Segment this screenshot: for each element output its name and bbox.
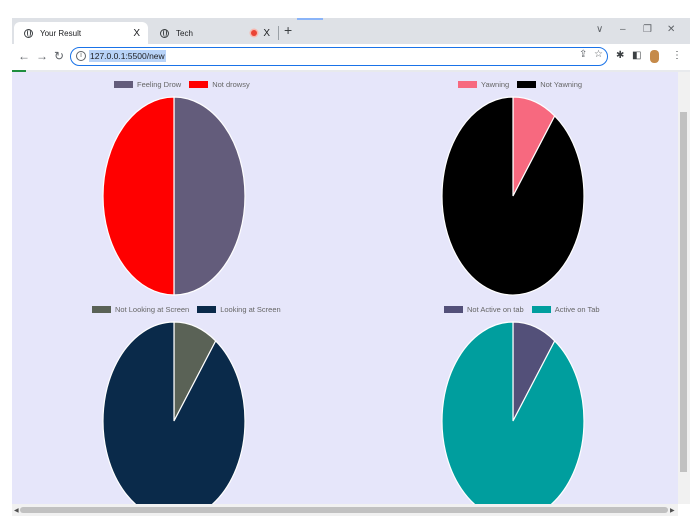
recording-dot-icon	[251, 30, 258, 36]
tab-search-chevron-icon[interactable]: ∨	[596, 24, 604, 35]
legend-item-active[interactable]: Active on Tab	[531, 305, 600, 314]
tab-strip: Your Result X Tech X + ∨ – ❐ ✕	[12, 18, 690, 44]
legend-label: Not Active on tab	[467, 305, 524, 314]
pie-chart-drowsiness	[102, 96, 246, 296]
tab-your-result[interactable]: Your Result X	[14, 22, 148, 44]
legend-looking: Not Looking at Screen Looking at Screen	[92, 305, 289, 314]
legend-label: Not Yawning	[540, 80, 583, 89]
scroll-right-icon[interactable]: ▶	[670, 508, 675, 514]
legend-drowsiness: Feeling Drow Not drowsy	[114, 80, 258, 89]
pie-slice[interactable]	[173, 96, 246, 296]
tab-title: Your Result	[40, 28, 82, 38]
tab-title: Tech	[176, 28, 193, 38]
legend-swatch	[189, 81, 209, 88]
reload-icon[interactable]: ↻	[54, 49, 65, 63]
legend-yawning: Yawning Not Yawning	[458, 80, 590, 89]
pie-chart-active-tab	[441, 321, 585, 504]
loading-bar	[12, 70, 690, 72]
tab-tech[interactable]: Tech X	[152, 22, 278, 44]
legend-item-yawning[interactable]: Yawning	[458, 80, 509, 89]
tab-drag-indicator	[297, 18, 323, 20]
close-tab-button[interactable]: X	[133, 27, 140, 39]
legend-swatch	[444, 306, 463, 313]
site-info-icon[interactable]: i	[76, 51, 86, 61]
legend-label: Not Looking at Screen	[115, 305, 190, 314]
scroll-thumb[interactable]	[680, 112, 687, 472]
minimize-icon[interactable]: –	[620, 24, 626, 35]
legend-label: Not drowsy	[212, 80, 250, 89]
extensions-puzzle-icon[interactable]: ✱	[616, 50, 625, 61]
legend-item-not-active[interactable]: Not Active on tab	[444, 305, 524, 314]
profile-avatar[interactable]	[650, 50, 659, 63]
pie-chart-looking	[102, 321, 246, 504]
url-text[interactable]: 127.0.0.1:5500/new	[89, 50, 166, 62]
back-icon[interactable]: ←	[18, 49, 30, 63]
close-tab-button[interactable]: X	[263, 27, 270, 39]
close-window-icon[interactable]: ✕	[667, 24, 676, 35]
legend-label: Looking at Screen	[220, 305, 281, 314]
forward-icon[interactable]: →	[36, 49, 48, 63]
restore-icon[interactable]: ❐	[643, 24, 652, 35]
horizontal-scrollbar[interactable]: ◀ ▶	[12, 504, 678, 516]
new-tab-button[interactable]: +	[284, 22, 293, 38]
pie-slice[interactable]	[102, 321, 246, 504]
legend-label: Yawning	[481, 80, 510, 89]
pie-slice[interactable]	[441, 96, 585, 296]
legend-swatch	[92, 306, 111, 313]
globe-icon	[160, 28, 169, 38]
legend-swatch	[531, 306, 551, 313]
legend-swatch	[517, 81, 537, 88]
legend-label: Feeling Drow	[137, 80, 182, 89]
browser-toolbar: ← → ↻ i 127.0.0.1:5500/new ⇪ ☆ ✱ ◧ ⋮	[12, 44, 690, 70]
address-bar[interactable]: i 127.0.0.1:5500/new ⇪ ☆	[70, 47, 608, 66]
tab-separator	[278, 26, 279, 40]
legend-active-tab: Not Active on tab Active on Tab	[444, 305, 608, 314]
scroll-left-icon[interactable]: ◀	[14, 508, 19, 514]
legend-swatch	[114, 81, 133, 88]
legend-label: Active on Tab	[554, 305, 600, 314]
pie-slice[interactable]	[102, 96, 175, 296]
menu-kebab-icon[interactable]: ⋮	[672, 50, 682, 61]
legend-item-looking[interactable]: Looking at Screen	[197, 305, 281, 314]
scroll-thumb[interactable]	[20, 507, 668, 513]
page-viewport: Feeling Drow Not drowsy Yawning Not Yawn…	[12, 72, 678, 504]
legend-item-not-drowsy[interactable]: Not drowsy	[189, 80, 250, 89]
globe-icon	[24, 28, 33, 38]
legend-item-not-looking[interactable]: Not Looking at Screen	[92, 305, 189, 314]
share-icon[interactable]: ⇪	[579, 49, 588, 60]
legend-item-not-yawning[interactable]: Not Yawning	[517, 80, 582, 89]
legend-swatch	[458, 81, 477, 88]
bookmark-star-icon[interactable]: ☆	[594, 49, 603, 60]
pie-chart-yawning	[441, 96, 585, 296]
vertical-scrollbar[interactable]	[678, 72, 690, 504]
side-panel-icon[interactable]: ◧	[632, 50, 642, 61]
pie-slice[interactable]	[441, 321, 585, 504]
legend-item-feeling-drowsy[interactable]: Feeling Drow	[114, 80, 181, 89]
legend-swatch	[197, 306, 217, 313]
